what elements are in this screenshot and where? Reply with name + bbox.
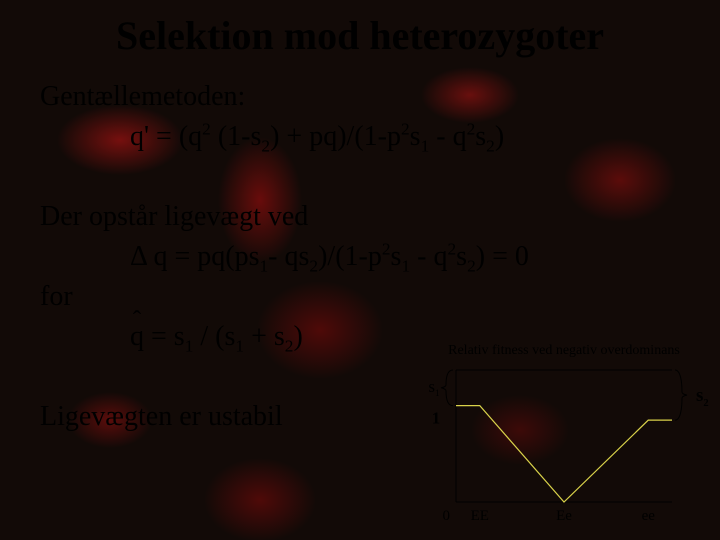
- text-for: for: [40, 280, 73, 314]
- eq2-part: - qs: [268, 241, 309, 272]
- eq2-part: Δ q = pq(ps: [130, 241, 259, 272]
- chart-y-label-zero: 0: [443, 508, 451, 524]
- eq3-part: + s: [244, 321, 285, 352]
- chart-y-label-one: 1: [432, 409, 441, 428]
- eq2-part: )/(1-p: [318, 241, 382, 272]
- chart-x-tick: EE: [471, 508, 489, 524]
- eq3-part: ): [293, 321, 302, 352]
- equation-qhat: q = s1 / (s1 + s2): [130, 320, 303, 354]
- text-line-1: Gentællemetoden:: [40, 80, 245, 114]
- eq1-sup: 2: [401, 120, 410, 139]
- eq2-sup: 2: [447, 240, 456, 259]
- chart-label-s2: s2: [696, 385, 709, 409]
- eq1-sup: 2: [202, 120, 211, 139]
- chart-brace-s1: [441, 370, 453, 406]
- q-hat: q: [130, 320, 144, 354]
- slide: Selektion mod heterozygoter Gentællemeto…: [0, 0, 720, 540]
- eq2-part: - q: [410, 241, 447, 272]
- eq2-part: ) = 0: [476, 241, 529, 272]
- fitness-chart: Relativ fitness ved negativ overdominans…: [414, 338, 714, 534]
- chart-fitness-line: [456, 406, 672, 502]
- eq2-sup: 2: [382, 240, 391, 259]
- eq1-sub: 1: [421, 137, 430, 156]
- eq2-sub: 2: [309, 257, 318, 276]
- eq2-sub: 1: [259, 257, 268, 276]
- eq2-part: s: [456, 241, 467, 272]
- eq1-sub: 2: [486, 137, 495, 156]
- text-line-3: Der opstår ligevægt ved: [40, 200, 308, 234]
- eq1-sub: 2: [261, 137, 270, 156]
- equation-deltaq: Δ q = pq(ps1- qs2)/(1-p2s1 - q2s2) = 0: [130, 240, 529, 274]
- eq1-sup: 2: [467, 120, 476, 139]
- eq3-sub: 1: [235, 337, 244, 356]
- chart-x-tick: Ee: [556, 508, 572, 524]
- eq1-part: s: [475, 121, 486, 152]
- eq2-part: s: [391, 241, 402, 272]
- eq2-sub: 1: [401, 257, 410, 276]
- chart-y-label-s1: s1: [428, 377, 440, 399]
- slide-title: Selektion mod heterozygoter: [0, 12, 720, 59]
- chart-x-tick: ee: [642, 508, 656, 524]
- text-last: Ligevægten er ustabil: [40, 400, 283, 434]
- equation-qprime: q' = (q2 (1-s2) + pq)/(1-p2s1 - q2s2): [130, 120, 504, 154]
- eq1-part: ) + pq)/(1-p: [270, 121, 401, 152]
- eq1-part: q' = (q: [130, 121, 202, 152]
- eq1-part: s: [410, 121, 421, 152]
- eq3-part: / (s: [193, 321, 235, 352]
- eq1-part: (1-s: [211, 121, 262, 152]
- chart-brace-s2: [675, 370, 687, 420]
- eq3-part: = s: [144, 321, 185, 352]
- eq1-part: - q: [429, 121, 466, 152]
- eq2-sub: 2: [467, 257, 476, 276]
- eq1-part: ): [495, 121, 504, 152]
- chart-title: Relativ fitness ved negativ overdominans: [448, 343, 680, 358]
